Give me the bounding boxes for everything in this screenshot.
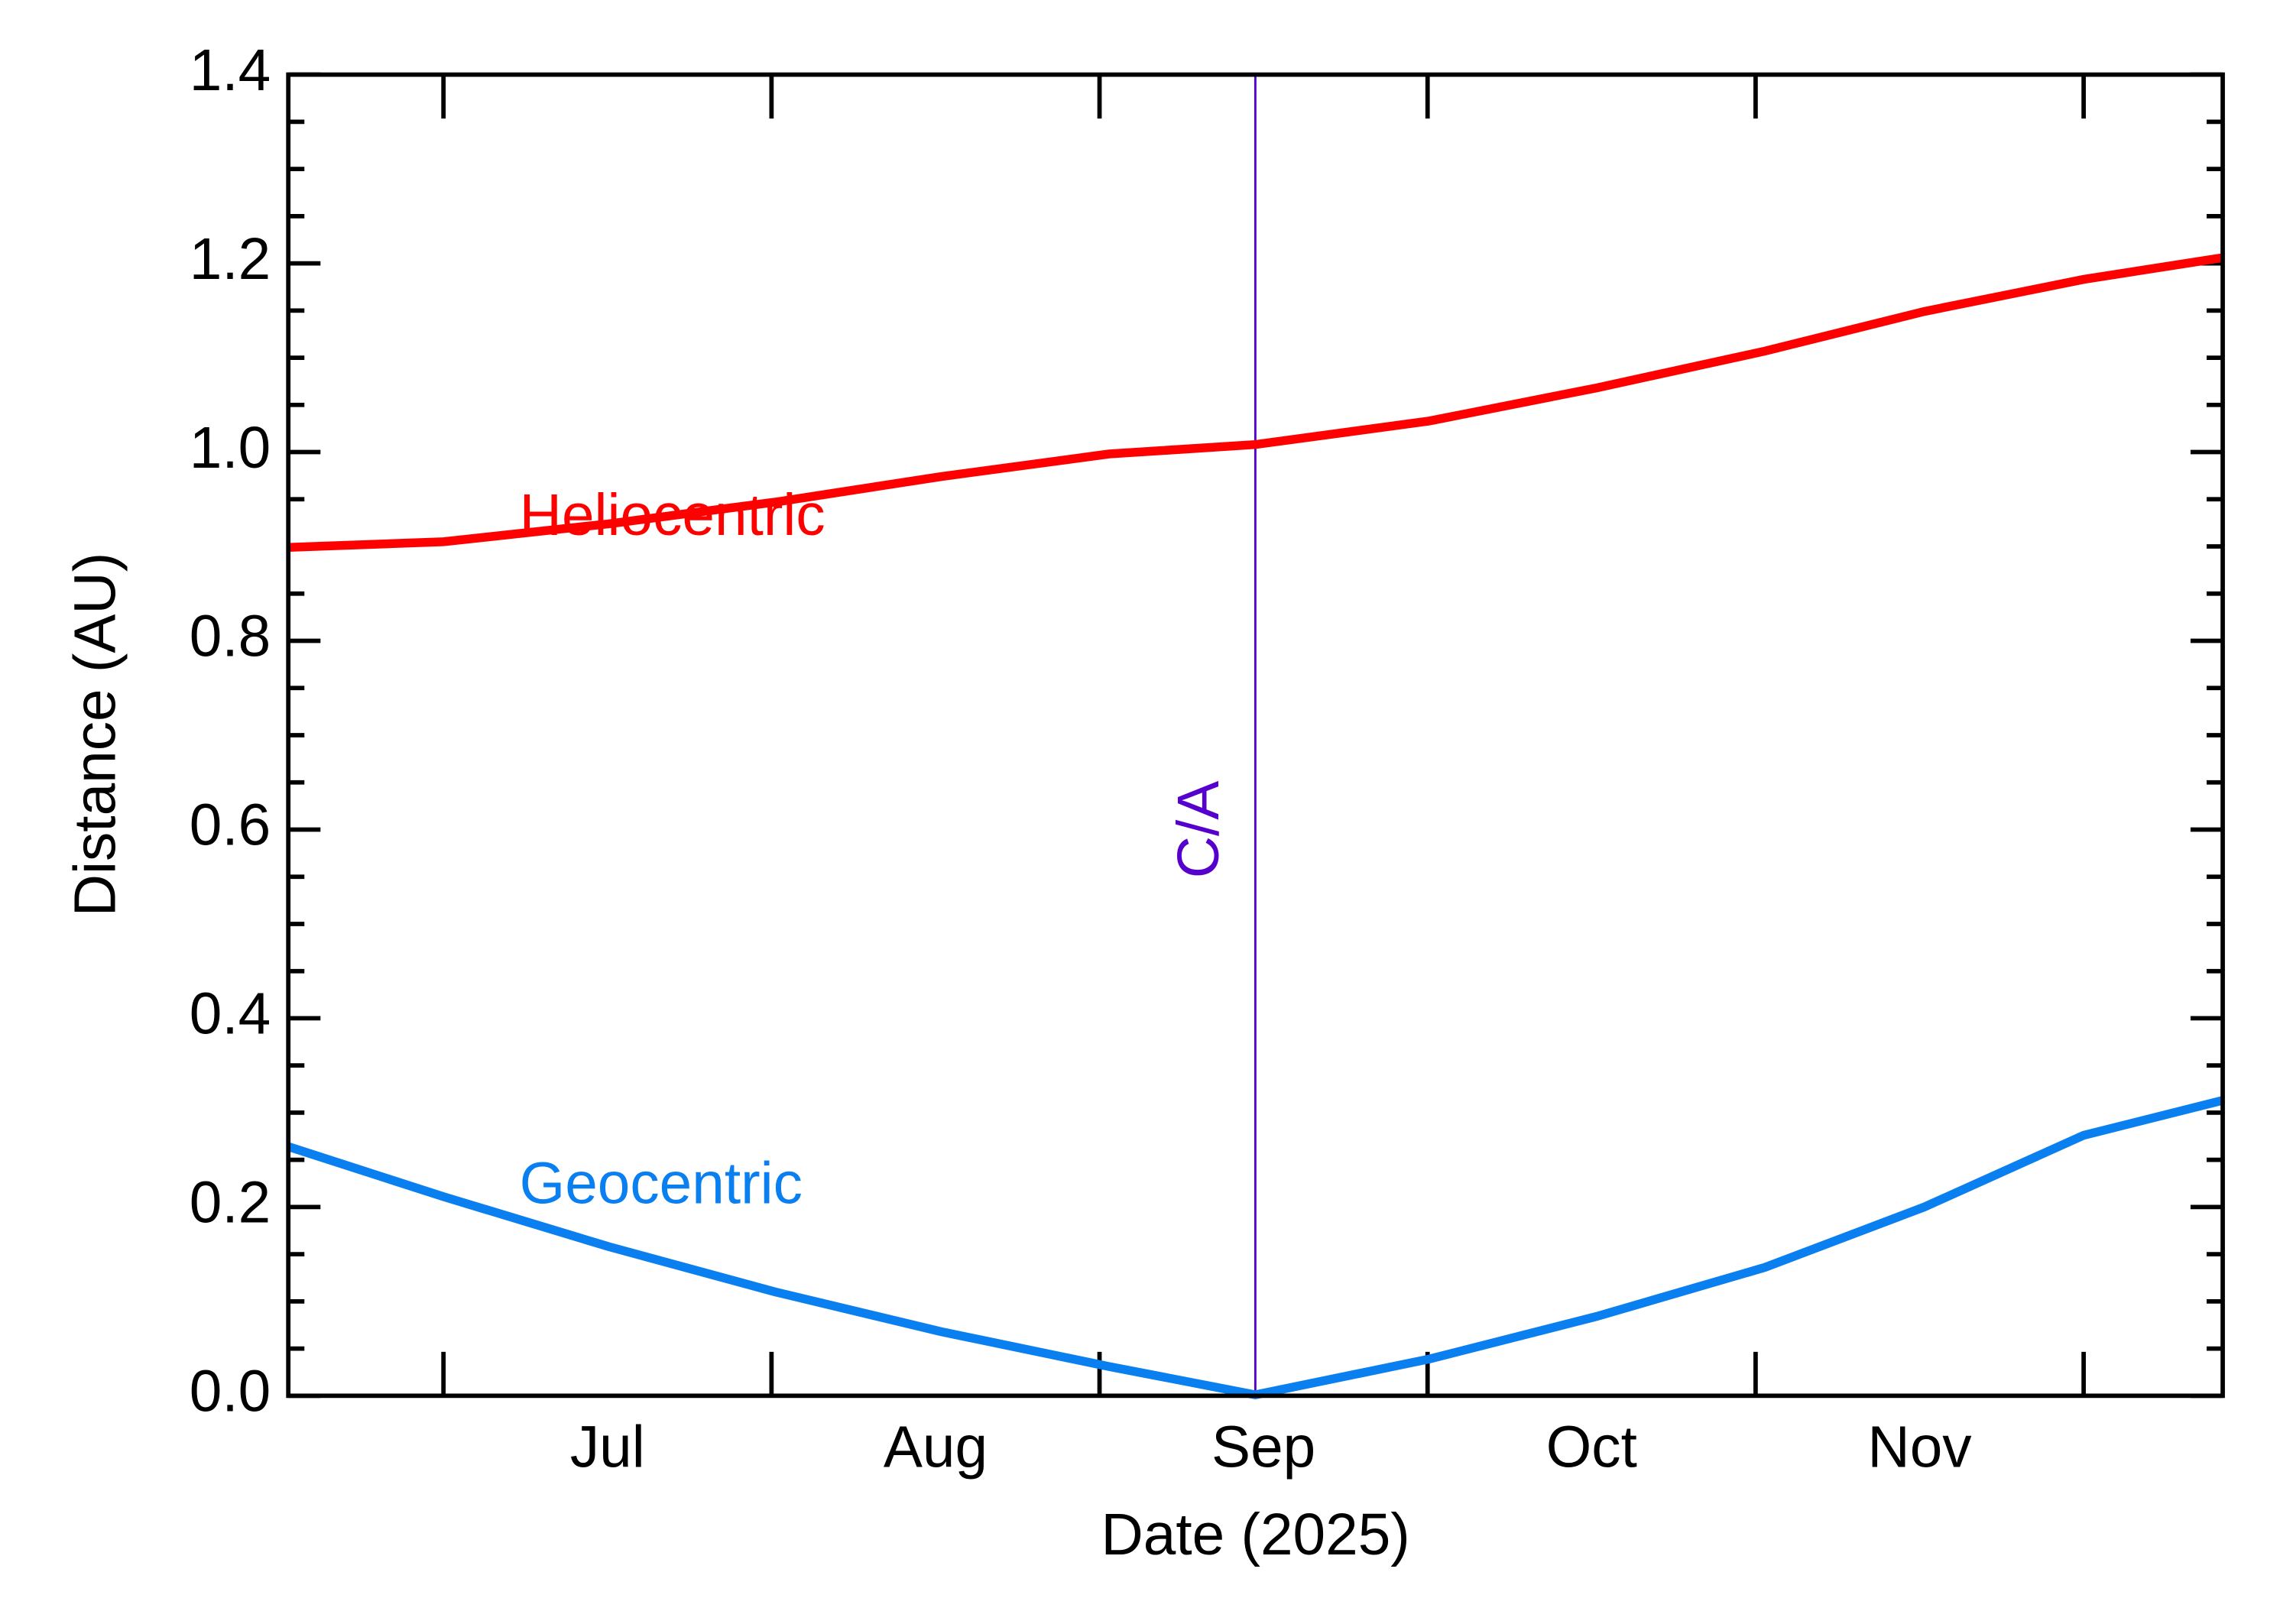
x-axis-label: Date (2025) bbox=[1101, 1502, 1409, 1567]
x-tick-label: Jul bbox=[570, 1415, 645, 1480]
series-line bbox=[287, 253, 2223, 553]
closest-approach-label: C/A bbox=[1166, 781, 1231, 879]
y-tick-label: 1.0 bbox=[190, 416, 271, 481]
y-tick-label: 0.6 bbox=[190, 793, 271, 858]
y-tick-label: 0.4 bbox=[190, 982, 271, 1047]
x-tick-label: Oct bbox=[1546, 1415, 1637, 1480]
series-label: Heliocentric bbox=[520, 483, 825, 548]
series-label: Geocentric bbox=[520, 1152, 803, 1217]
x-tick-label: Sep bbox=[1211, 1415, 1315, 1480]
y-tick-label: 0.0 bbox=[190, 1360, 271, 1425]
y-axis-label: Distance (AU) bbox=[63, 553, 128, 916]
x-tick-label: Nov bbox=[1867, 1415, 1972, 1480]
y-tick-label: 1.4 bbox=[190, 38, 271, 103]
y-tick-label: 0.2 bbox=[190, 1171, 271, 1236]
x-tick-label: Aug bbox=[884, 1415, 988, 1480]
y-tick-label: 0.8 bbox=[190, 605, 271, 669]
plot-frame bbox=[286, 72, 2225, 1399]
y-tick-label: 1.2 bbox=[190, 227, 271, 292]
